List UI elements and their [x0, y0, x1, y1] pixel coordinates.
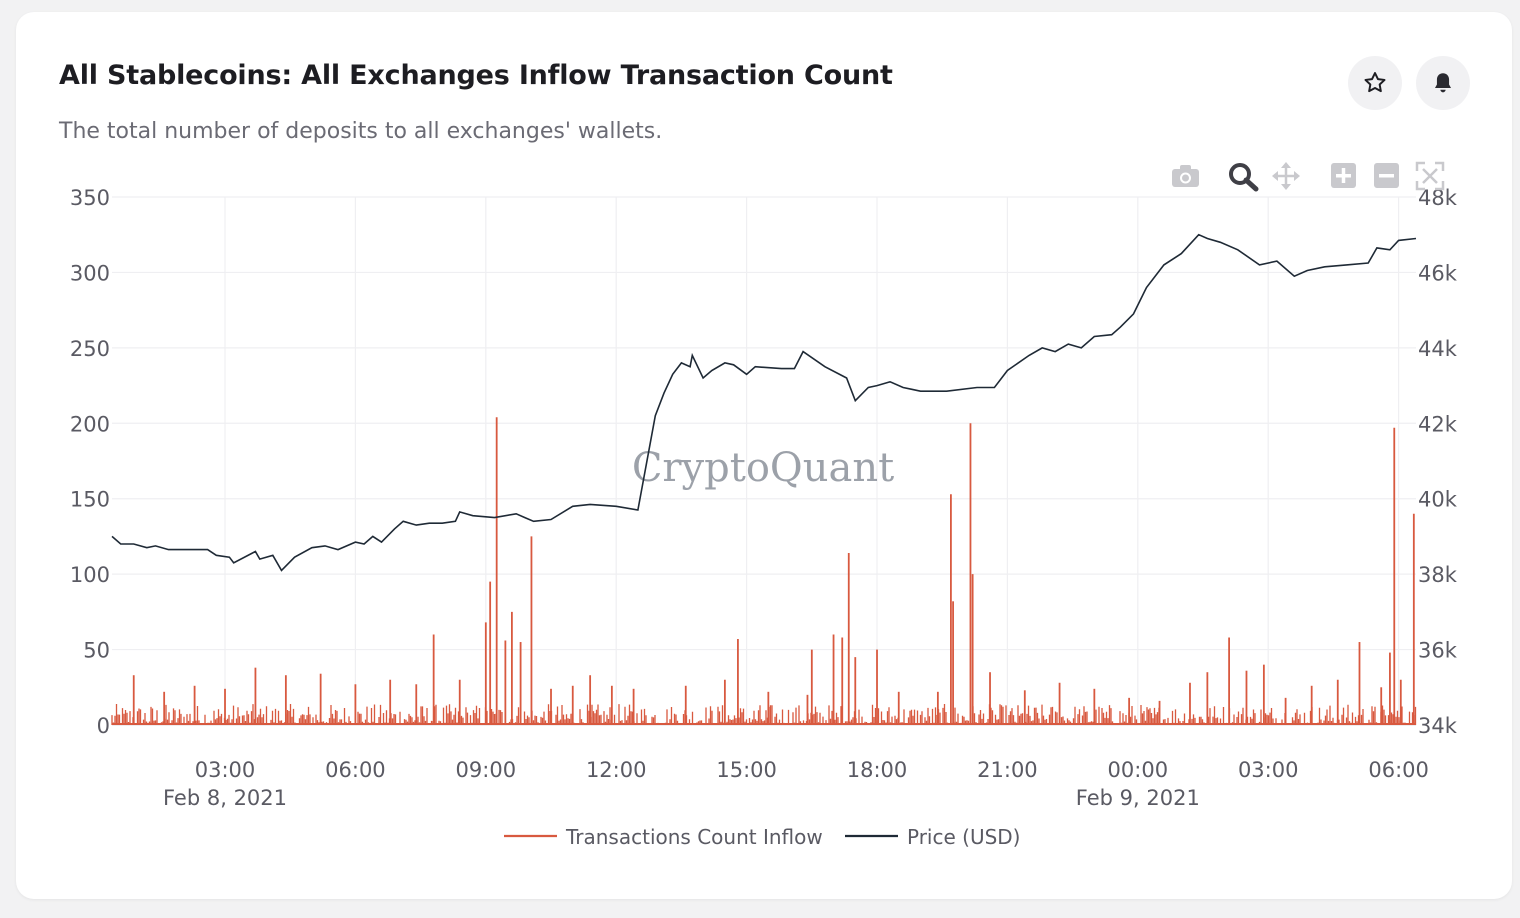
x-tick-label: 21:00	[977, 758, 1038, 782]
zoom-out-icon[interactable]	[1374, 163, 1399, 188]
alert-button[interactable]	[1416, 56, 1470, 110]
favorite-button[interactable]	[1348, 56, 1402, 110]
x-tick-label: 00:00	[1108, 758, 1169, 782]
y-left-tick-label: 350	[70, 186, 110, 210]
y-left-tick-label: 300	[70, 261, 110, 285]
watermark: CryptoQuant	[632, 445, 894, 491]
legend: Transactions Count Inflow Price (USD)	[504, 825, 1021, 849]
y-right-tick-label: 44k	[1418, 337, 1458, 361]
price-series-line	[111, 233, 1417, 572]
chart-card: All Stablecoins: All Exchanges Inflow Tr…	[16, 12, 1512, 899]
bell-icon	[1434, 73, 1452, 93]
legend-label-price: Price (USD)	[907, 825, 1021, 849]
y-axis-left: 0 50 100 150 200 250 300 350	[70, 186, 110, 738]
legend-label-inflow: Transactions Count Inflow	[565, 825, 823, 849]
x-tick-date-label: Feb 8, 2021	[163, 786, 287, 810]
inflow-series	[111, 417, 1417, 725]
chart-toolbar	[1172, 161, 1445, 192]
x-tick-label: 09:00	[456, 758, 517, 782]
inflow-baseline	[111, 704, 1417, 725]
y-right-tick-label: 46k	[1418, 261, 1458, 285]
y-left-tick-label: 50	[83, 639, 110, 663]
x-tick-label: 03:00	[1238, 758, 1299, 782]
x-tick-label: 03:00	[195, 758, 256, 782]
y-right-tick-label: 36k	[1418, 639, 1458, 663]
chart-title: All Stablecoins: All Exchanges Inflow Tr…	[59, 60, 893, 91]
star-icon	[1364, 72, 1386, 93]
x-tick-label: 06:00	[325, 758, 386, 782]
pan-icon[interactable]	[1272, 162, 1300, 190]
y-right-tick-label: 40k	[1418, 488, 1458, 512]
y-left-tick-label: 100	[70, 563, 110, 587]
x-tick-label: 06:00	[1368, 758, 1429, 782]
zoom-in-icon[interactable]	[1331, 163, 1356, 188]
x-axis: 03:00 Feb 8, 2021 06:00 09:00 12:00 15:00 18:0…	[163, 758, 1429, 810]
autoscale-icon[interactable]	[1415, 161, 1445, 191]
y-right-tick-label: 38k	[1418, 563, 1458, 587]
y-left-tick-label: 0	[97, 714, 110, 738]
y-right-tick-label: 34k	[1418, 714, 1458, 738]
chart-subtitle: The total number of deposits to all exch…	[59, 119, 663, 144]
y-left-tick-label: 250	[70, 337, 110, 361]
zoom-icon[interactable]	[1229, 163, 1259, 192]
y-left-tick-label: 150	[70, 488, 110, 512]
y-right-tick-label: 42k	[1418, 412, 1458, 436]
x-tick-label: 15:00	[716, 758, 777, 782]
x-tick-label: 18:00	[847, 758, 908, 782]
y-left-tick-label: 200	[70, 412, 110, 436]
camera-icon[interactable]	[1172, 165, 1199, 187]
x-tick-date-label: Feb 9, 2021	[1076, 786, 1200, 810]
x-tick-label: 12:00	[586, 758, 647, 782]
